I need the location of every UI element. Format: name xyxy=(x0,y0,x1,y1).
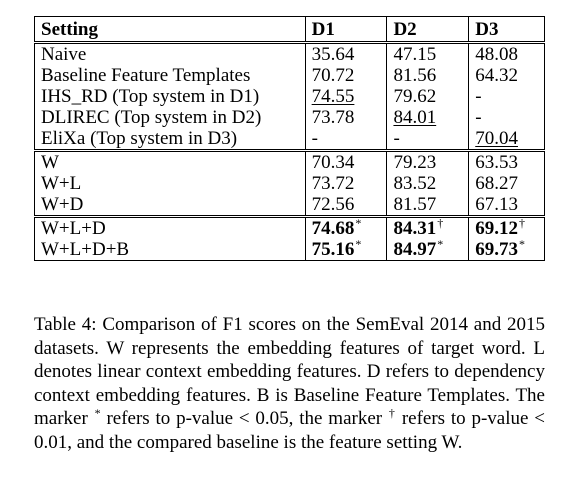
underlined-value: 84.01 xyxy=(393,107,437,128)
cell-d3: 67.13 xyxy=(468,194,545,217)
cell-d3: 69.73* xyxy=(468,237,545,261)
cell-d1: 73.78 xyxy=(304,107,387,128)
dagger-marker: † xyxy=(437,216,444,230)
underlined-value: 74.55 xyxy=(311,86,355,107)
cell-d1: 35.64 xyxy=(304,41,387,65)
dagger-marker: † xyxy=(518,216,525,230)
header-d3: D3 xyxy=(468,16,545,43)
cell-d3: 63.53 xyxy=(468,149,545,173)
cell-d2: 47.15 xyxy=(386,41,469,65)
group-baselines: Naive 35.64 47.15 48.08 Baseline Feature… xyxy=(34,41,545,151)
table-row: W+L 73.72 83.52 68.27 xyxy=(34,173,545,194)
cell-d3: 69.12† xyxy=(468,215,545,239)
caption-dagger-marker: † xyxy=(388,406,396,421)
cell-setting: DLIREC (Top system in D2) xyxy=(34,107,306,128)
cell-d2: 84.01 xyxy=(386,107,469,128)
header-row: Setting D1 D2 D3 xyxy=(34,16,545,43)
cell-d2: 83.52 xyxy=(386,173,469,194)
cell-setting: EliXa (Top system in D3) xyxy=(34,128,306,151)
bold-value: 84.31 xyxy=(393,218,437,239)
bold-value: 74.68 xyxy=(311,218,355,239)
star-marker: * xyxy=(355,216,362,230)
group-single-features: W 70.34 79.23 63.53 W+L 73.72 83.52 68.2… xyxy=(34,149,545,217)
table-row: DLIREC (Top system in D2) 73.78 84.01 - xyxy=(34,107,545,128)
table-row: IHS_RD (Top system in D1) 74.55 79.62 - xyxy=(34,86,545,107)
cell-d1: - xyxy=(304,128,387,151)
cell-d3: 48.08 xyxy=(468,41,545,65)
table-row: W+D 72.56 81.57 67.13 xyxy=(34,194,545,217)
cell-d2: - xyxy=(386,128,469,151)
cell-d2: 84.31† xyxy=(386,215,469,239)
cell-d3: 70.04 xyxy=(468,128,545,151)
cell-d1: 74.55 xyxy=(304,86,387,107)
table-row: Naive 35.64 47.15 48.08 xyxy=(34,41,545,65)
caption-text-2: refers to p-value < 0.05, the marker xyxy=(100,408,388,430)
cell-setting: Naive xyxy=(34,41,306,65)
results-table: Setting D1 D2 D3 Naive 35.64 47.15 48.08… xyxy=(34,16,545,261)
bold-value: 69.12 xyxy=(475,218,518,239)
star-marker: * xyxy=(437,237,444,251)
cell-d1: 75.16* xyxy=(304,237,387,261)
cell-setting: Baseline Feature Templates xyxy=(34,65,306,86)
bold-value: 69.73 xyxy=(475,239,518,260)
table-header: Setting D1 D2 D3 xyxy=(34,16,545,43)
table-row: W+L+D+B 75.16* 84.97* 69.73* xyxy=(34,237,545,261)
cell-setting: W xyxy=(34,149,306,173)
cell-setting: W+L xyxy=(34,173,306,194)
cell-d2: 81.56 xyxy=(386,65,469,86)
table-row: W 70.34 79.23 63.53 xyxy=(34,149,545,173)
cell-d1: 74.68* xyxy=(304,215,387,239)
bold-value: 84.97 xyxy=(393,239,437,260)
cell-d3: - xyxy=(468,86,545,107)
cell-setting: IHS_RD (Top system in D1) xyxy=(34,86,306,107)
cell-d2: 81.57 xyxy=(386,194,469,217)
table-row: W+L+D 74.68* 84.31† 69.12† xyxy=(34,215,545,239)
cell-d3: 68.27 xyxy=(468,173,545,194)
star-marker: * xyxy=(355,237,362,251)
star-marker: * xyxy=(518,237,525,251)
header-d2: D2 xyxy=(386,16,469,43)
cell-setting: W+D xyxy=(34,194,306,217)
header-d1: D1 xyxy=(304,16,387,43)
header-setting: Setting xyxy=(34,16,306,43)
cell-setting: W+L+D xyxy=(34,215,306,239)
cell-d2: 79.62 xyxy=(386,86,469,107)
group-combined-features: W+L+D 74.68* 84.31† 69.12† W+L+D+B 75.16… xyxy=(34,215,545,261)
bold-value: 75.16 xyxy=(311,239,355,260)
table-row: Baseline Feature Templates 70.72 81.56 6… xyxy=(34,65,545,86)
cell-d1: 73.72 xyxy=(304,173,387,194)
cell-d3: - xyxy=(468,107,545,128)
cell-d1: 70.72 xyxy=(304,65,387,86)
table-row: EliXa (Top system in D3) - - 70.04 xyxy=(34,128,545,151)
caption-text-3: refers to p-value < 0.01, and the compar… xyxy=(34,408,545,453)
cell-d3: 64.32 xyxy=(468,65,545,86)
cell-setting: W+L+D+B xyxy=(34,239,306,261)
underlined-value: 70.04 xyxy=(475,128,518,149)
caption-label: Table 4: xyxy=(34,314,97,335)
cell-d2: 84.97* xyxy=(386,237,469,261)
cell-d1: 72.56 xyxy=(304,194,387,217)
caption-text-1: Comparison of F1 scores on the SemEval 2… xyxy=(34,314,546,430)
caption-star-marker: * xyxy=(94,406,101,421)
cell-d2: 79.23 xyxy=(386,149,469,173)
table-caption: Table 4: Comparison of F1 scores on the … xyxy=(34,313,545,455)
cell-d1: 70.34 xyxy=(304,149,387,173)
